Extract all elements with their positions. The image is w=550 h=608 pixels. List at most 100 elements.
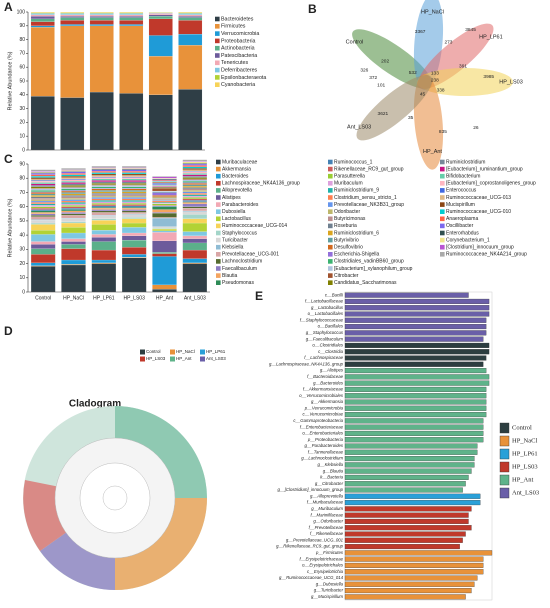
bar-segment xyxy=(91,167,117,169)
bar-segment xyxy=(61,173,86,175)
legend-label: Parasutterella xyxy=(334,174,365,180)
bar-segment xyxy=(121,183,147,185)
bar-label: g__Dubosiella xyxy=(316,581,344,586)
bar-segment xyxy=(91,186,117,189)
bar-segment xyxy=(61,183,86,186)
bar-segment xyxy=(91,180,117,182)
legend-label: Lachnoclostridium xyxy=(222,259,262,265)
bar-segment xyxy=(89,91,114,151)
bar-segment xyxy=(148,18,173,36)
bar xyxy=(344,405,487,411)
bar-segment xyxy=(61,199,86,202)
legend-swatch xyxy=(440,173,445,179)
bar xyxy=(344,462,475,468)
legend-label: Ruminococcaceae_UCG-010 xyxy=(446,209,511,215)
bar-segment xyxy=(121,203,147,205)
bar-segment xyxy=(121,204,147,207)
bar-segment xyxy=(30,16,55,19)
bar-segment xyxy=(91,185,117,187)
bar xyxy=(344,336,484,342)
legend-label: Ruminococcaceae_NK4A214_group xyxy=(446,252,527,258)
bar-segment xyxy=(61,186,86,188)
panel-letter: E xyxy=(255,289,263,303)
legend-swatch xyxy=(440,188,445,193)
legend-swatch xyxy=(216,280,221,285)
bar xyxy=(344,430,484,436)
legend-label: [Eubacterium]_ruminantium_group xyxy=(446,166,523,172)
bar xyxy=(344,550,493,556)
bar-segment xyxy=(152,184,177,186)
legend-swatch xyxy=(215,53,220,58)
bar-segment xyxy=(91,168,117,170)
bar-segment xyxy=(182,197,208,199)
bar xyxy=(344,324,487,330)
legend-label: Verrucomicrobia xyxy=(221,31,259,37)
bar-segment xyxy=(182,182,208,184)
bar-segment xyxy=(152,256,177,285)
bar-segment xyxy=(178,45,203,90)
bar-label: f__Bacteroidaceae xyxy=(307,374,343,379)
y-tick-label: 10 xyxy=(19,134,25,140)
legend-swatch xyxy=(215,16,220,22)
bar-segment xyxy=(148,13,173,15)
bar-segment xyxy=(182,159,208,162)
legend-label: Akkermansia xyxy=(222,166,251,172)
bar-segment xyxy=(152,190,177,192)
bar-segment xyxy=(182,187,208,189)
bar-segment xyxy=(91,175,117,177)
bar-segment xyxy=(89,16,114,18)
legend-label: Firmicutes xyxy=(221,24,246,30)
venn-count: 273 xyxy=(444,40,452,46)
bar-label: g__Akkermansia xyxy=(311,399,344,404)
x-tick-label: HP_LP61 xyxy=(93,295,115,301)
bar-label: g__Faecalibaculum xyxy=(306,336,344,341)
bar-segment xyxy=(178,17,203,21)
legend-label: Turicibacter xyxy=(222,237,248,243)
bar-segment xyxy=(152,232,177,241)
bar-segment xyxy=(61,222,86,228)
legend-label: Ruminococcaceae_UCG-013 xyxy=(446,195,511,201)
bar xyxy=(344,575,478,581)
bar-segment xyxy=(148,35,173,57)
bar-segment xyxy=(30,206,56,209)
bar-segment xyxy=(60,13,85,15)
x-tick-label: Ant_LS03 xyxy=(184,295,206,301)
legend-label: Ruminococcaceae_UCG-014 xyxy=(222,223,287,229)
bar-segment xyxy=(60,17,85,21)
bar-label: o__Lactobacillales xyxy=(308,311,344,316)
bar-segment xyxy=(91,168,117,170)
legend-label: Enterococcus xyxy=(446,188,477,194)
venn-count: 3621 xyxy=(378,111,389,117)
bar xyxy=(344,311,490,317)
bar-label: g__Bacteroides xyxy=(313,380,344,385)
bar-segment xyxy=(61,221,86,224)
bar-segment xyxy=(121,207,147,209)
legend-swatch xyxy=(216,195,221,200)
venn-petal xyxy=(356,75,433,141)
legend-label: Clostridium_sensu_stricto_1 xyxy=(334,195,397,201)
legend-swatch xyxy=(216,244,221,250)
bar xyxy=(344,349,490,355)
legend-label: Desulfovibrio xyxy=(334,245,363,251)
bar-segment xyxy=(30,180,56,183)
bar-segment xyxy=(91,220,117,225)
bar-segment xyxy=(152,198,177,199)
legend-label: Muribaculum xyxy=(334,181,363,187)
legend-swatch xyxy=(328,237,333,243)
legend-swatch xyxy=(328,188,333,193)
y-tick-label: 40 xyxy=(19,92,25,98)
bar-label: g__Alloprevotella xyxy=(310,493,344,498)
bar-label: o__Verrucomicrobiales xyxy=(299,393,344,398)
legend-label: Odoribacter xyxy=(334,209,360,215)
y-tick-label: 60 xyxy=(19,204,25,210)
bar-segment xyxy=(61,171,86,172)
bar-segment xyxy=(30,27,55,97)
legend-swatch xyxy=(328,266,333,271)
bar-label: f__Akkermansiaceae xyxy=(303,387,344,392)
bar-label: o__Erysipelotrichales xyxy=(302,563,344,568)
bar-segment xyxy=(178,14,203,17)
bar-label: c__Bacilli xyxy=(325,292,344,297)
legend-swatch xyxy=(440,209,445,214)
legend-label: [Eubacterium]_xylanophilum_group xyxy=(334,266,413,272)
